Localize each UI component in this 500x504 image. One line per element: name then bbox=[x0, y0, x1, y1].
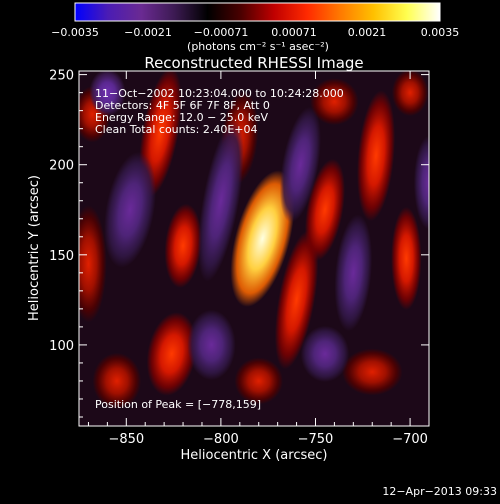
colorbar-tick-label: −0.0021 bbox=[124, 26, 172, 39]
heatmap-image bbox=[79, 71, 429, 426]
x-axis: −850 −800 −750 −700 bbox=[87, 71, 430, 447]
x-tick-label: −700 bbox=[392, 432, 428, 447]
info-line: Clean Total counts: 2.40E+04 bbox=[95, 123, 258, 136]
negative-lobe bbox=[279, 106, 321, 223]
emission-source bbox=[230, 170, 295, 307]
colorbar-tick-label: 0.00071 bbox=[271, 26, 317, 39]
colorbar-ticks: −0.0035 −0.0021 −0.00071 0.00071 0.0021 0.003… bbox=[51, 26, 459, 39]
emission-source bbox=[79, 205, 107, 323]
x-tick-label: −800 bbox=[203, 432, 239, 447]
observation-info: 11−Oct−2002 10:23:04.000 to 10:24:28.000… bbox=[95, 87, 344, 136]
y-tick-label: 200 bbox=[49, 159, 74, 174]
y-axis-label: Heliocentric Y (arcsec) bbox=[27, 175, 42, 321]
negative-lobe bbox=[104, 151, 157, 268]
x-tick-label: −750 bbox=[298, 432, 334, 447]
negative-lobe bbox=[300, 325, 350, 383]
y-axis: 100 150 200 250 bbox=[49, 69, 429, 418]
info-line: 11−Oct−2002 10:23:04.000 to 10:24:28.000 bbox=[95, 87, 344, 100]
colorbar-tick-label: 0.0021 bbox=[348, 26, 387, 39]
negative-lobe bbox=[334, 214, 373, 332]
emission-source bbox=[391, 206, 422, 310]
info-line: Detectors: 4F 5F 6F 7F 8F, Att 0 bbox=[95, 99, 270, 112]
x-axis-label: Heliocentric X (arcsec) bbox=[181, 448, 328, 463]
emission-source bbox=[341, 348, 403, 396]
x-tick-label: −850 bbox=[108, 432, 144, 447]
colorbar-unit-label: (photons cm⁻² s⁻¹ asec⁻²) bbox=[187, 40, 329, 53]
negative-lobe bbox=[187, 309, 236, 381]
footer-timestamp: 12−Apr−2013 09:33 bbox=[382, 485, 497, 498]
emission-source bbox=[146, 312, 197, 396]
emission-source bbox=[357, 90, 396, 222]
emission-source bbox=[310, 78, 359, 126]
emission-source bbox=[274, 230, 319, 370]
peak-position-label: Position of Peak = [−778,159] bbox=[95, 398, 261, 411]
emission-source bbox=[164, 203, 202, 288]
colorbar bbox=[74, 2, 441, 22]
emission-source bbox=[391, 71, 429, 117]
y-tick-label: 150 bbox=[49, 249, 74, 264]
negative-lobe bbox=[89, 71, 126, 117]
colorbar-tick-label: 0.0035 bbox=[421, 26, 460, 39]
colorbar-tick-label: −0.00071 bbox=[194, 26, 249, 39]
negative-lobe bbox=[198, 119, 244, 282]
emission-source bbox=[92, 352, 142, 410]
info-line: Energy Range: 12.0 − 25.0 keV bbox=[95, 111, 269, 124]
plot-frame bbox=[78, 70, 430, 427]
negative-lobe bbox=[413, 135, 429, 230]
emission-source bbox=[234, 357, 283, 405]
y-tick-label: 100 bbox=[49, 339, 74, 354]
y-tick-label: 250 bbox=[49, 69, 74, 84]
colorbar-tick-label: −0.0035 bbox=[51, 26, 99, 39]
chart-title: Reconstructed RHESSI Image bbox=[144, 54, 363, 72]
emission-source bbox=[304, 158, 345, 261]
